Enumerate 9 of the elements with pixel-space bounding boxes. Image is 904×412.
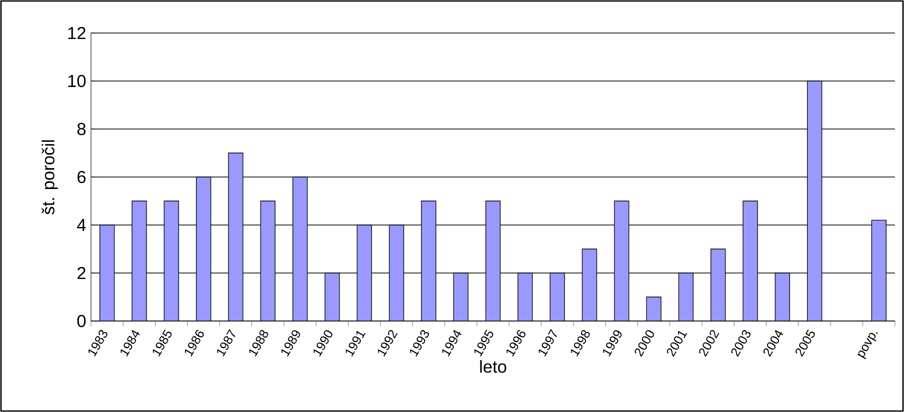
y-tick-label: 2 xyxy=(78,266,86,280)
y-tick-label: 10 xyxy=(68,74,86,88)
y-tick-label: 0 xyxy=(77,314,86,328)
y-tick-label: 8 xyxy=(77,122,86,136)
y-tick-label: 12 xyxy=(68,26,86,40)
y-axis-title: št. poročil xyxy=(42,140,58,214)
x-axis-title: leto xyxy=(480,360,506,373)
y-tick-label: 4 xyxy=(77,219,86,231)
y-tick-label: 6 xyxy=(78,170,86,184)
